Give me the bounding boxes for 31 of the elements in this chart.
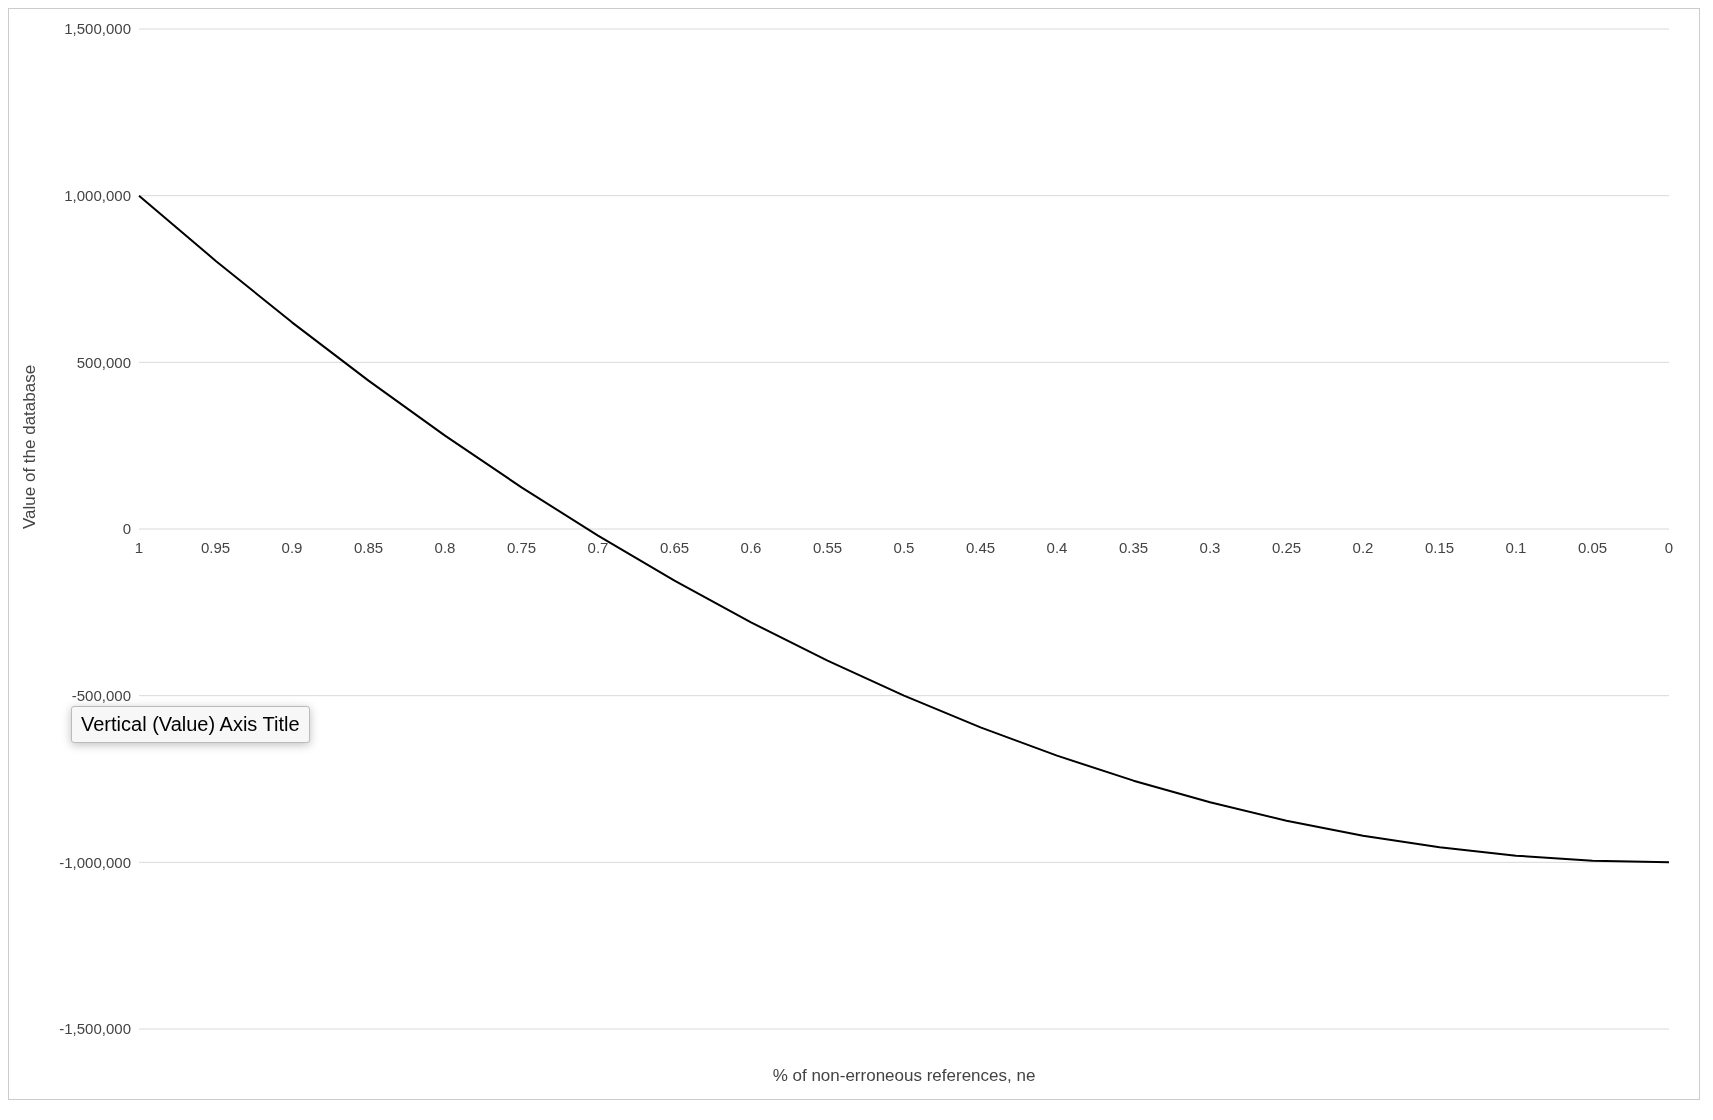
- y-tick-label: 1,000,000: [64, 186, 131, 204]
- x-tick-label: 0.15: [1424, 539, 1455, 556]
- y-tick-label: 0: [122, 520, 131, 538]
- y-tick-label: 500,000: [76, 353, 131, 371]
- x-tick-label: 0.95: [200, 539, 231, 556]
- x-tick-label: 0: [1664, 539, 1674, 556]
- x-tick-label: 0.05: [1577, 539, 1608, 556]
- x-tick-label: 0.4: [1046, 539, 1068, 556]
- x-tick-label: 0.45: [965, 539, 996, 556]
- y-axis-title: Value of the database: [20, 364, 40, 529]
- y-tick-label: -1,500,000: [59, 1020, 131, 1038]
- x-tick-label: 0.2: [1352, 539, 1374, 556]
- x-tick-label: 0.65: [659, 539, 690, 556]
- x-tick-label: 0.5: [893, 539, 915, 556]
- x-axis-title: % of non-erroneous references, ne: [772, 1066, 1036, 1086]
- y-tick-label: -500,000: [71, 686, 131, 704]
- x-tick-label: 0.25: [1271, 539, 1302, 556]
- x-tick-label: 0.55: [812, 539, 843, 556]
- x-tick-label: 0.6: [740, 539, 762, 556]
- x-tick-label: 0.35: [1118, 539, 1149, 556]
- x-tick-label: 0.3: [1199, 539, 1221, 556]
- x-tick-label: 0.85: [353, 539, 384, 556]
- x-tick-label: 0.9: [281, 539, 303, 556]
- y-tick-label: -1,000,000: [59, 853, 131, 871]
- x-tick-label: 1: [134, 539, 144, 556]
- y-tick-label: 1,500,000: [64, 20, 131, 38]
- x-tick-label: 0.7: [587, 539, 609, 556]
- x-tick-label: 0.1: [1505, 539, 1527, 556]
- annotation: Vertical (Value) Axis Title: [71, 706, 310, 743]
- x-tick-label: 0.75: [506, 539, 537, 556]
- x-tick-label: 0.8: [434, 539, 456, 556]
